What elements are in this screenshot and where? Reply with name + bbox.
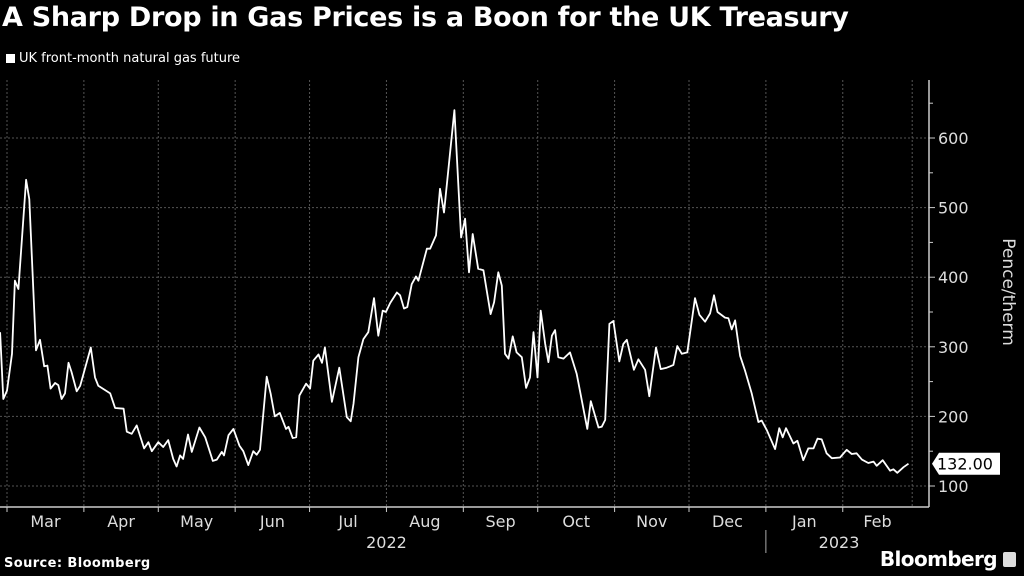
brand-text: Bloomberg [879,547,998,571]
x-tick-label: Feb [863,512,891,531]
chart-title: A Sharp Drop in Gas Prices is a Boon for… [2,2,849,33]
y-axis-label: Pence/therm [998,238,1018,346]
x-tick-label: Nov [636,512,667,531]
source-note: Source: Bloomberg [4,556,151,571]
x-tick-label: Jun [259,512,285,531]
x-tick-label: Apr [107,512,135,531]
x-tick-label: Sep [485,512,515,531]
x-tick-label: Oct [562,512,590,531]
last-value-box [932,452,1000,475]
y-tick-label: 100 [938,477,969,496]
x-tick-label: Jul [337,512,357,531]
x-tick-label: Aug [409,512,440,531]
last-value-label: 132.00 [937,455,993,474]
year-label: 2023 [819,533,860,552]
x-tick-label: May [180,512,213,531]
year-label: 2022 [366,533,407,552]
y-tick-label: 500 [938,199,969,218]
chart-logo-icon [1003,551,1016,567]
bloomberg-logo: Bloomberg [880,547,1016,571]
x-tick-label: Jan [791,512,817,531]
x-tick-label: Dec [712,512,743,531]
y-tick-label: 200 [938,407,969,426]
x-tick-label: Mar [30,512,61,531]
y-tick-label: 400 [938,268,969,287]
y-tick-label: 300 [938,338,969,357]
legend-swatch [6,54,15,63]
series-line [0,109,910,474]
last-value-tag: 132.00 [932,452,1000,475]
y-tick-label: 600 [938,129,969,148]
legend: UK front-month natural gas future [6,51,240,66]
legend-label: UK front-month natural gas future [19,51,241,66]
